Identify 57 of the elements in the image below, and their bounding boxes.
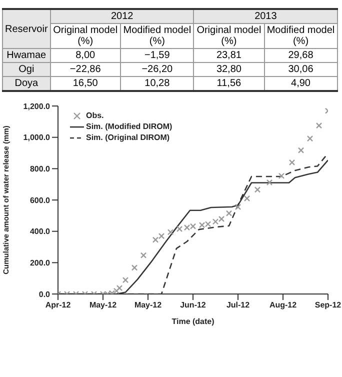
y-tick-label: 800.0 [30,164,51,174]
text: Reservoir [2,9,50,48]
point [158,232,165,240]
text: 32,80 [194,62,264,76]
point [234,204,242,210]
text: 10,28 [120,76,194,91]
x-tick-label: May-12 [89,300,118,310]
y-tick-label: 0.0 [38,290,51,299]
text: 23,81 [194,48,264,62]
legend-label: Sim. (Modified DIROM) [86,121,172,132]
point [152,236,159,243]
text: Original model (%) [194,24,264,48]
point [278,172,285,179]
point [226,210,232,216]
point [316,122,322,129]
point [298,147,304,154]
text: Modified model (%) [120,24,194,48]
text: 2012 [50,9,194,24]
point [116,284,123,292]
x-tick-label: May-12 [134,300,162,310]
point [140,252,147,258]
text: 4,90 [264,76,338,91]
text: 30,06 [264,62,338,76]
point [254,186,261,193]
x-axis-title: Time (date) [172,317,215,326]
text: 29,68 [264,48,338,62]
x-tick-label: Aug-12 [269,300,298,310]
point [288,159,296,166]
point [306,135,314,142]
point [167,229,174,236]
x-tick-label: Sep-12 [314,300,342,310]
legend-label: Sim. (Original DIROM) [86,132,170,143]
y-tick-label: 200.0 [30,258,51,268]
text: Modified model (%) [264,24,338,48]
text: 2013 [194,9,338,24]
y-tick-label: 600.0 [30,196,51,205]
text: Doya [2,76,50,91]
text: 8,00 [50,48,120,62]
text: 11,56 [194,76,264,91]
text: −26,20 [120,62,194,76]
point [131,264,138,271]
x-tick-label: Jul-12 [226,300,250,310]
point [122,276,129,284]
text: Original model (%) [50,24,120,48]
text: 16,50 [50,76,120,91]
x-tick-label: Apr-12 [45,300,72,310]
text: Hwamae [2,48,50,62]
point [266,179,273,186]
legend-label: Obs. [86,110,104,121]
text: −1,59 [120,48,194,62]
y-tick-label: 1,000.0 [23,133,51,142]
point [244,195,250,202]
text: Ogi [2,62,50,76]
x-tick-label: Jun-12 [180,300,206,310]
y-tick-label: 1,200.0 [23,102,51,111]
text: −22,86 [50,62,120,76]
y-tick-label: 400.0 [30,227,51,236]
